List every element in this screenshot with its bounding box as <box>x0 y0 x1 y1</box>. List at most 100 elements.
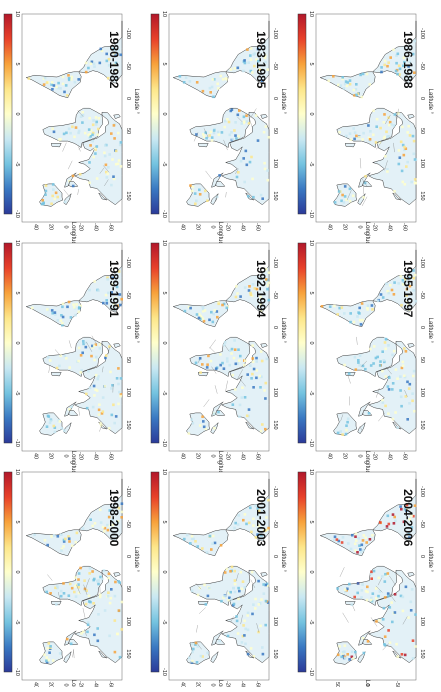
anomaly-cell <box>244 628 247 631</box>
anomaly-cell <box>206 366 209 369</box>
x-tick-label: 50 <box>125 586 131 592</box>
y-axis-label: Longitude ° <box>70 680 76 687</box>
y-tick-label: 0 <box>63 225 69 228</box>
anomaly-cell <box>233 570 236 573</box>
anomaly-cell <box>68 77 71 80</box>
y-tick-label: -40 <box>240 681 246 687</box>
x-tick-label: 100 <box>272 617 278 626</box>
anomaly-cell <box>354 131 357 134</box>
anomaly-cell <box>395 62 398 65</box>
anomaly-cell <box>229 570 232 573</box>
anomaly-cell <box>112 404 115 407</box>
anomaly-cell <box>227 635 230 638</box>
anomaly-cell <box>80 354 83 357</box>
anomaly-cell <box>201 415 204 418</box>
anomaly-cell <box>190 418 193 421</box>
colorbar <box>4 14 12 214</box>
colorbar-tick-label: 5 <box>14 291 20 294</box>
anomaly-cell <box>233 129 236 132</box>
y-tick-label: -40 <box>93 223 99 231</box>
anomaly-cell <box>343 364 346 367</box>
anomaly-cell <box>404 654 407 657</box>
anomaly-cell <box>255 357 258 360</box>
anomaly-cell <box>203 320 206 323</box>
colorbar-tick-label: -5 <box>14 620 20 625</box>
anomaly-cell <box>357 537 360 540</box>
x-tick-label: -50 <box>272 62 278 70</box>
anomaly-cell <box>78 572 81 575</box>
continent-shape <box>345 143 355 147</box>
anomaly-cell <box>369 138 372 141</box>
anomaly-cell <box>405 395 408 398</box>
y-tick-label: -20 <box>225 452 231 460</box>
anomaly-cell <box>362 637 365 640</box>
anomaly-cell <box>265 125 268 128</box>
anomaly-cell <box>189 184 192 187</box>
colorbar-tick-label: 5 <box>308 291 314 294</box>
anomaly-cell <box>87 67 90 70</box>
anomaly-cell <box>93 359 96 362</box>
anomaly-cell <box>79 173 82 176</box>
anomaly-cell <box>341 433 344 436</box>
anomaly-cell <box>221 362 224 365</box>
anomaly-cell <box>75 126 78 129</box>
anomaly-cell <box>202 133 205 136</box>
anomaly-cell <box>245 523 248 526</box>
anomaly-cell <box>401 170 404 173</box>
anomaly-cell <box>196 661 199 664</box>
anomaly-cell <box>381 370 384 373</box>
anomaly-cell <box>362 196 365 199</box>
anomaly-cell <box>91 570 94 573</box>
anomaly-cell <box>240 160 243 163</box>
anomaly-cell <box>370 571 373 574</box>
anomaly-cell <box>108 635 111 638</box>
anomaly-cell <box>361 302 364 305</box>
anomaly-cell <box>244 586 247 589</box>
anomaly-cell <box>66 306 69 309</box>
anomaly-cell <box>230 131 233 134</box>
anomaly-cell <box>110 387 113 390</box>
anomaly-cell <box>96 145 99 148</box>
anomaly-cell <box>87 134 90 137</box>
anomaly-cell <box>197 594 200 597</box>
anomaly-cell <box>88 128 91 131</box>
anomaly-cell <box>45 656 48 659</box>
anomaly-cell <box>410 181 413 184</box>
anomaly-cell <box>71 76 74 79</box>
anomaly-cell <box>338 131 341 134</box>
y-tick-label: 0 <box>210 454 216 457</box>
y-axis-label: Longitude ° <box>364 680 370 687</box>
anomaly-cell <box>89 144 92 147</box>
anomaly-cell <box>230 352 233 355</box>
anomaly-cell <box>250 156 253 159</box>
anomaly-cell <box>243 620 246 623</box>
anomaly-cell <box>340 84 343 87</box>
anomaly-cell <box>337 84 340 87</box>
anomaly-cell <box>366 599 369 602</box>
anomaly-cell <box>81 121 84 124</box>
anomaly-cell <box>118 159 121 162</box>
anomaly-cell <box>387 572 390 575</box>
anomaly-cell <box>361 138 364 141</box>
anomaly-cell <box>405 165 408 168</box>
anomaly-cell <box>239 404 242 407</box>
x-tick-label: -100 <box>272 486 278 497</box>
anomaly-cell <box>202 420 205 423</box>
colorbar-tick-label: -10 <box>308 439 314 447</box>
anomaly-cell <box>250 47 253 50</box>
anomaly-cell <box>343 201 346 204</box>
anomaly-cell <box>99 509 102 512</box>
colorbar <box>298 14 306 214</box>
anomaly-cell <box>367 640 370 643</box>
anomaly-cell <box>391 621 394 624</box>
anomaly-cell <box>263 389 266 392</box>
anomaly-cell <box>375 620 378 623</box>
anomaly-cell <box>234 121 237 124</box>
anomaly-cell <box>362 539 365 542</box>
anomaly-cell <box>388 124 391 127</box>
anomaly-cell <box>97 289 100 292</box>
anomaly-cell <box>363 652 366 655</box>
anomaly-cell <box>238 514 241 517</box>
anomaly-cell <box>236 620 239 623</box>
